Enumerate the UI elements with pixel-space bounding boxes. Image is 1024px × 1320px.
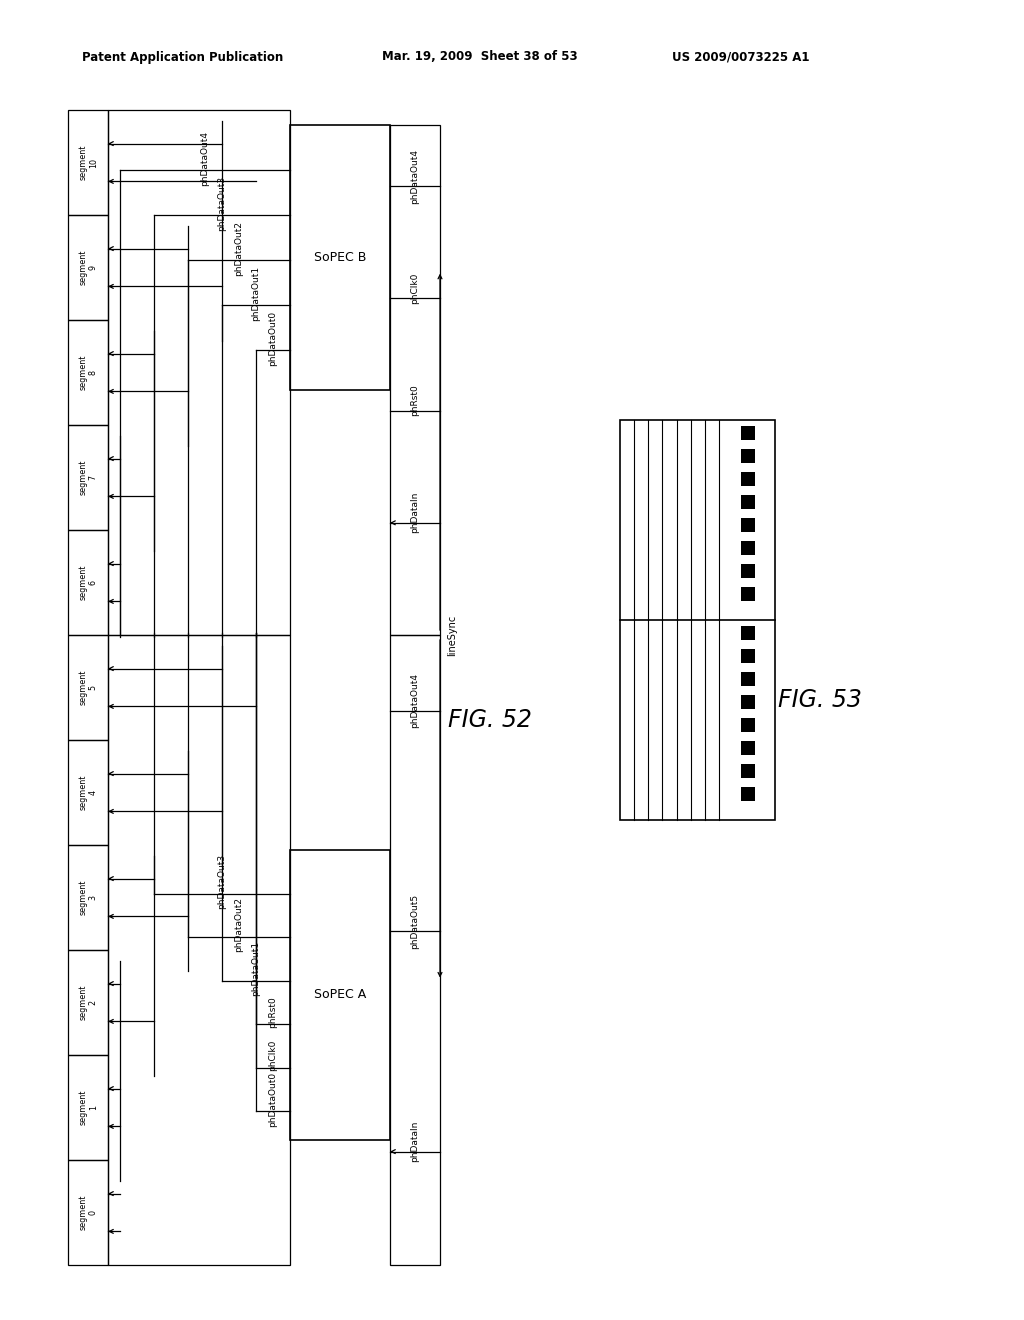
Bar <box>741 495 755 510</box>
Text: FIG. 53: FIG. 53 <box>778 688 862 711</box>
Bar <box>68 215 108 319</box>
Text: phRst0: phRst0 <box>268 997 278 1028</box>
Bar <box>108 635 290 1265</box>
Text: phDataOut5: phDataOut5 <box>411 894 420 949</box>
Text: phDataOut4: phDataOut4 <box>411 149 420 203</box>
Text: phRst0: phRst0 <box>411 384 420 417</box>
Bar <box>68 950 108 1055</box>
Bar <box>68 531 108 635</box>
Bar <box>68 1160 108 1265</box>
Text: SoPEC A: SoPEC A <box>314 989 367 1002</box>
Bar <box>68 741 108 845</box>
Text: phDataOut0: phDataOut0 <box>268 310 278 366</box>
Text: segment
4: segment 4 <box>78 775 97 810</box>
Text: segment
6: segment 6 <box>78 565 97 601</box>
Text: phDataOut4: phDataOut4 <box>201 131 210 186</box>
Text: segment
0: segment 0 <box>78 1195 97 1230</box>
Text: phDataIn: phDataIn <box>411 492 420 533</box>
Text: phDataOut3: phDataOut3 <box>217 176 226 231</box>
Text: phClk0: phClk0 <box>411 273 420 304</box>
Text: segment
10: segment 10 <box>78 145 97 181</box>
Bar <box>741 741 755 755</box>
Text: segment
8: segment 8 <box>78 355 97 391</box>
Bar <box>741 587 755 601</box>
Bar <box>68 1055 108 1160</box>
Bar <box>290 125 390 389</box>
Text: segment
9: segment 9 <box>78 249 97 285</box>
Bar <box>68 635 108 741</box>
Bar <box>741 764 755 777</box>
Bar <box>741 718 755 733</box>
Text: phDataOut1: phDataOut1 <box>252 941 260 997</box>
Bar <box>741 449 755 463</box>
Text: segment
7: segment 7 <box>78 459 97 495</box>
Text: Patent Application Publication: Patent Application Publication <box>82 50 284 63</box>
Bar <box>620 420 775 820</box>
Text: SoPEC B: SoPEC B <box>313 251 367 264</box>
Bar <box>68 110 108 215</box>
Bar <box>68 425 108 531</box>
Bar <box>108 110 290 635</box>
Text: segment
5: segment 5 <box>78 669 97 705</box>
Bar <box>741 626 755 640</box>
Bar <box>741 426 755 440</box>
Bar <box>741 564 755 578</box>
Text: phDataOut3: phDataOut3 <box>217 854 226 909</box>
Bar <box>68 845 108 950</box>
Text: lineSync: lineSync <box>447 614 457 656</box>
Text: segment
1: segment 1 <box>78 1090 97 1125</box>
Text: phDataOut2: phDataOut2 <box>234 898 244 953</box>
Text: segment
2: segment 2 <box>78 985 97 1020</box>
Bar <box>741 649 755 663</box>
Text: FIG. 52: FIG. 52 <box>449 708 531 733</box>
Bar <box>741 787 755 801</box>
Text: phDataOut1: phDataOut1 <box>252 265 260 321</box>
Text: phClk0: phClk0 <box>268 1040 278 1072</box>
Text: US 2009/0073225 A1: US 2009/0073225 A1 <box>672 50 810 63</box>
Text: phDataOut2: phDataOut2 <box>234 220 244 276</box>
Bar <box>741 541 755 554</box>
Bar <box>390 125 440 635</box>
Bar <box>68 319 108 425</box>
Bar <box>741 696 755 709</box>
Text: segment
3: segment 3 <box>78 880 97 915</box>
Bar <box>741 473 755 486</box>
Bar <box>741 517 755 532</box>
Text: phDataOut0: phDataOut0 <box>268 1072 278 1126</box>
Text: phDataOut4: phDataOut4 <box>411 673 420 729</box>
Bar <box>290 850 390 1140</box>
Text: Mar. 19, 2009  Sheet 38 of 53: Mar. 19, 2009 Sheet 38 of 53 <box>382 50 578 63</box>
Text: phDataIn: phDataIn <box>411 1121 420 1163</box>
Bar <box>741 672 755 686</box>
Bar <box>390 635 440 1265</box>
